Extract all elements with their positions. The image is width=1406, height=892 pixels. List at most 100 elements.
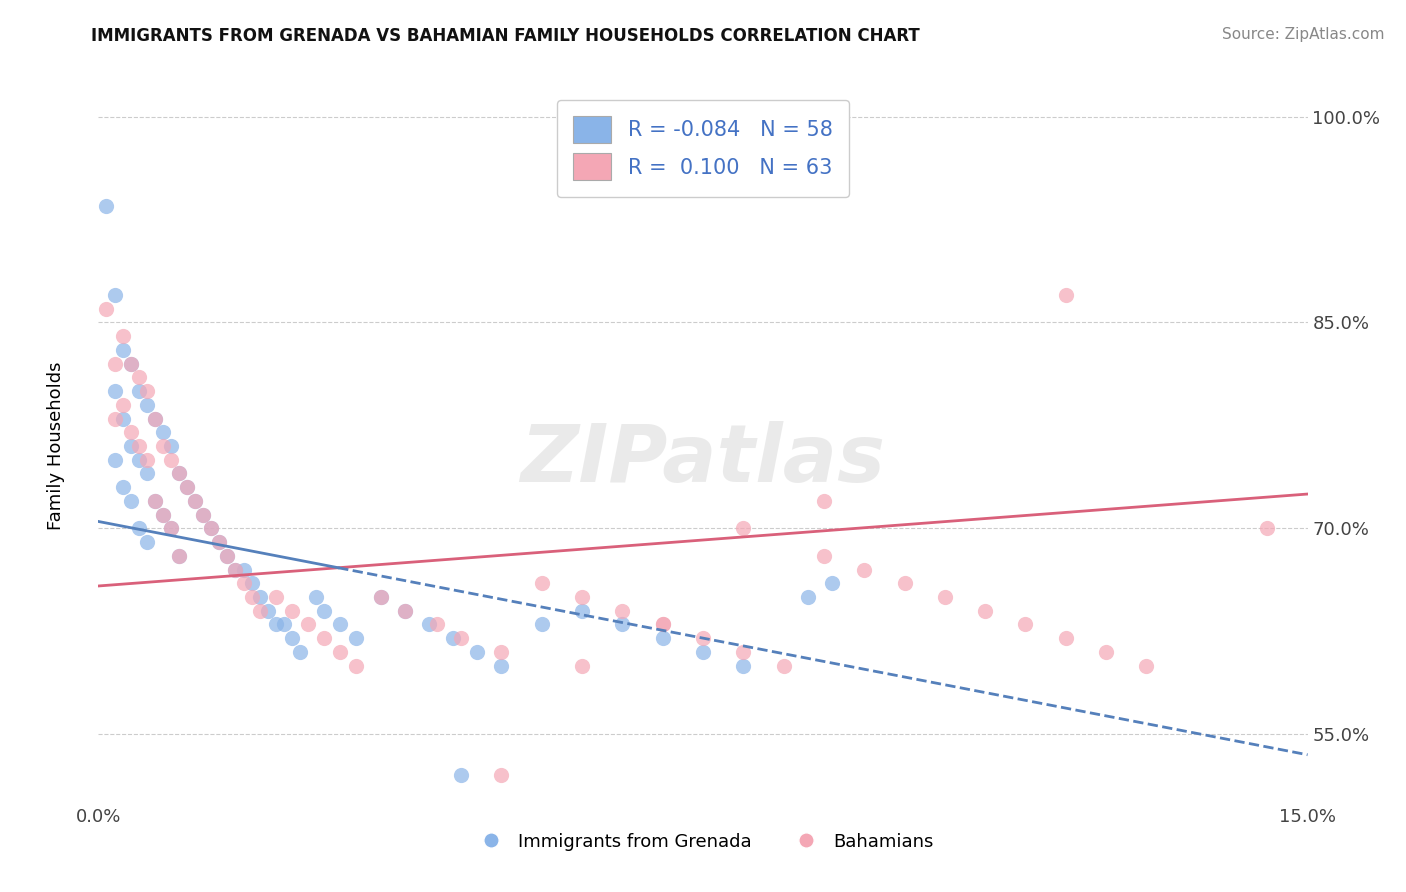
Point (120, 357, 142, 371)
Point (135, 384, 157, 398)
Point (1054, 288, 1077, 302)
Point (96, 199, 118, 213)
Point (160, 439, 183, 453)
Point (344, 658, 367, 673)
Point (612, 617, 634, 632)
Point (111, 411, 134, 425)
Point (160, 521, 183, 535)
Point (733, 658, 755, 673)
Point (143, 494, 166, 508)
Point (152, 439, 174, 453)
Point (111, 480, 134, 494)
Point (200, 521, 222, 535)
Point (1256, 521, 1278, 535)
Point (167, 467, 190, 481)
Point (143, 411, 166, 425)
Point (1014, 617, 1036, 632)
Point (128, 370, 150, 384)
Point (264, 617, 287, 632)
Point (128, 452, 150, 467)
Point (821, 576, 844, 591)
Point (1054, 631, 1077, 645)
Point (394, 604, 416, 618)
Point (111, 343, 134, 357)
Point (208, 535, 231, 549)
Point (491, 768, 513, 782)
Point (314, 604, 336, 618)
Point (465, 645, 488, 659)
Point (103, 288, 125, 302)
Point (256, 604, 278, 618)
Text: Source: ZipAtlas.com: Source: ZipAtlas.com (1222, 27, 1385, 42)
Point (797, 590, 820, 604)
Point (128, 521, 150, 535)
Point (184, 494, 207, 508)
Point (103, 452, 125, 467)
Point (370, 590, 392, 604)
Point (571, 604, 593, 618)
Point (135, 535, 157, 549)
Point (135, 467, 157, 481)
Point (329, 645, 352, 659)
Point (176, 480, 198, 494)
Point (120, 357, 142, 371)
Point (651, 631, 673, 645)
Point (281, 631, 304, 645)
Point (394, 604, 416, 618)
Point (651, 617, 673, 632)
Point (281, 604, 304, 618)
Point (160, 521, 183, 535)
Point (120, 425, 142, 440)
Point (344, 631, 367, 645)
Point (813, 549, 835, 563)
Text: ZIPatlas: ZIPatlas (520, 421, 886, 500)
Point (273, 617, 295, 632)
Point (240, 576, 263, 591)
Point (264, 590, 287, 604)
Point (167, 549, 190, 563)
Point (530, 576, 553, 591)
Point (249, 590, 271, 604)
Point (143, 494, 166, 508)
Point (370, 590, 392, 604)
Point (152, 508, 174, 522)
Point (167, 467, 190, 481)
Point (128, 384, 150, 398)
Point (974, 604, 997, 618)
Point (491, 645, 513, 659)
Point (224, 562, 246, 576)
Point (111, 398, 134, 412)
Point (893, 576, 915, 591)
Point (240, 590, 263, 604)
Point (733, 645, 755, 659)
Point (103, 411, 125, 425)
Point (733, 521, 755, 535)
Text: Family Households: Family Households (48, 362, 65, 530)
Point (103, 384, 125, 398)
Point (651, 617, 673, 632)
Point (692, 645, 714, 659)
Point (111, 329, 134, 343)
Text: IMMIGRANTS FROM GRENADA VS BAHAMIAN FAMILY HOUSEHOLDS CORRELATION CHART: IMMIGRANTS FROM GRENADA VS BAHAMIAN FAMI… (91, 27, 920, 45)
Point (184, 494, 207, 508)
Point (329, 617, 352, 632)
Point (450, 631, 472, 645)
Point (305, 590, 328, 604)
Point (314, 631, 336, 645)
Point (418, 617, 440, 632)
Point (193, 508, 215, 522)
Point (232, 576, 254, 591)
Point (288, 645, 311, 659)
Point (491, 658, 513, 673)
Point (152, 508, 174, 522)
Point (208, 535, 231, 549)
Point (813, 494, 835, 508)
Point (103, 357, 125, 371)
Point (135, 398, 157, 412)
Point (167, 549, 190, 563)
Point (530, 617, 553, 632)
Point (232, 562, 254, 576)
Point (571, 658, 593, 673)
Legend: Immigrants from Grenada, Bahamians: Immigrants from Grenada, Bahamians (465, 826, 941, 858)
Point (128, 439, 150, 453)
